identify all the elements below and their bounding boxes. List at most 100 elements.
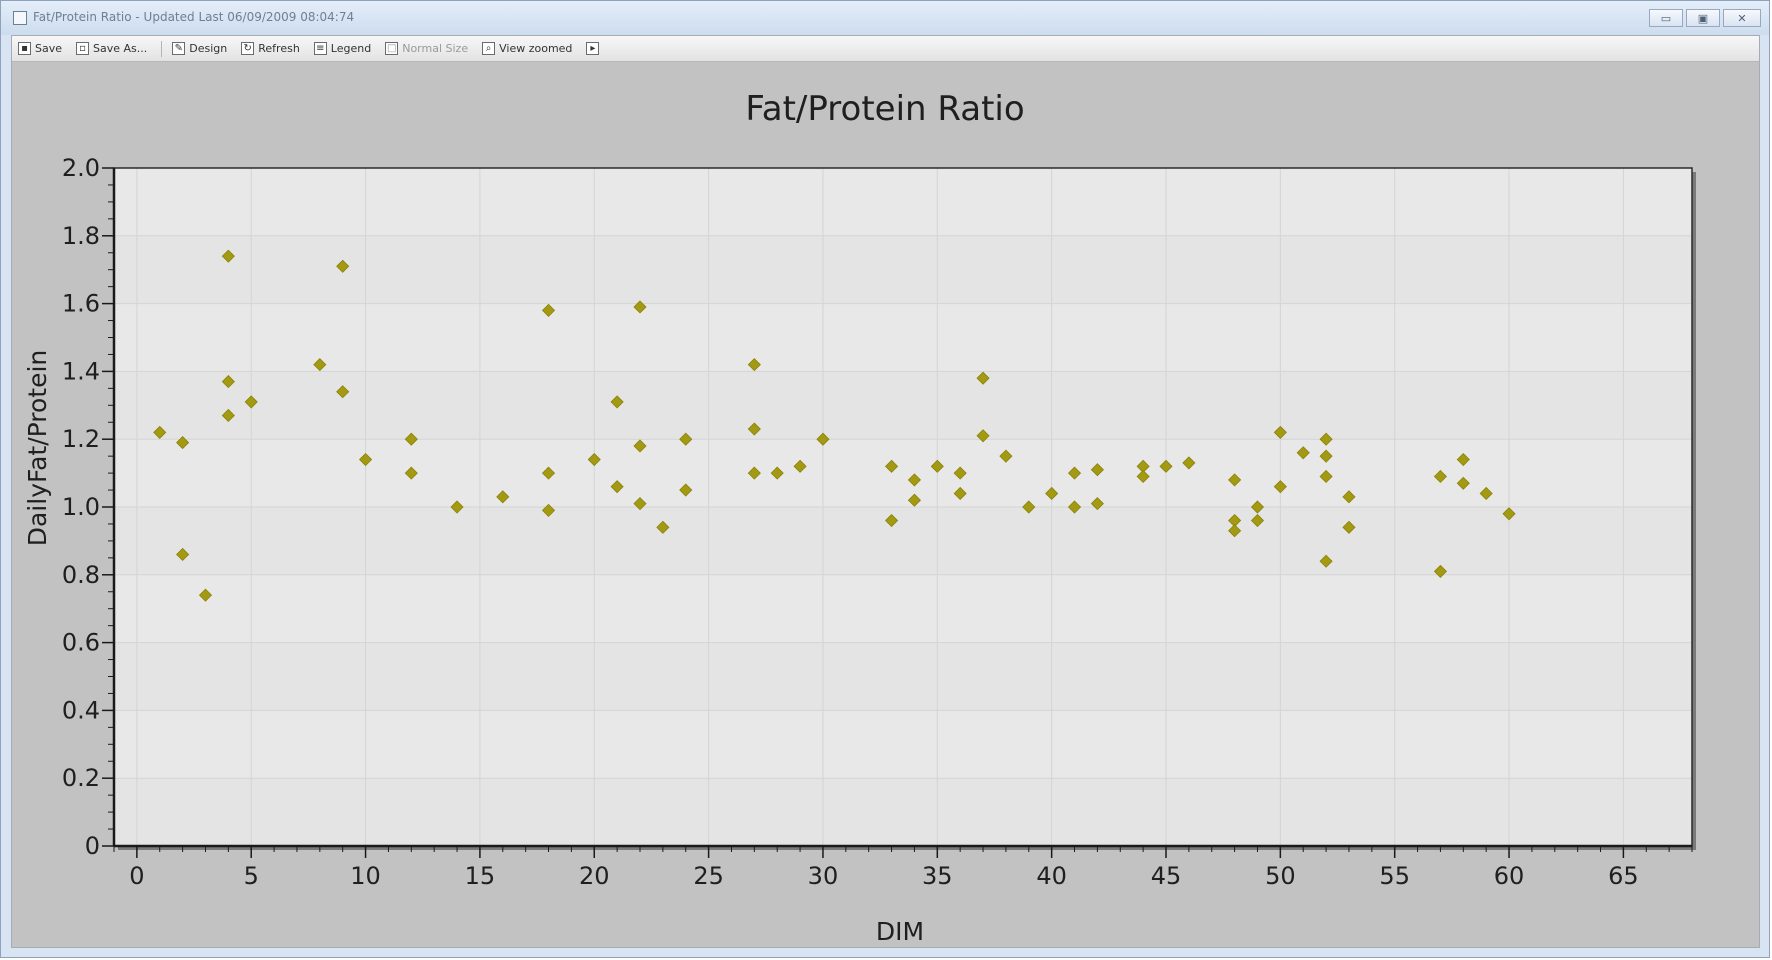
data-point	[1159, 459, 1173, 473]
data-point	[1342, 490, 1356, 504]
title-bar[interactable]: Fat/Protein Ratio - Updated Last 06/09/2…	[1, 1, 1769, 35]
data-point	[747, 358, 761, 372]
design-button[interactable]: ✎ Design	[172, 42, 227, 55]
data-point	[907, 493, 922, 507]
data-point	[1067, 466, 1082, 480]
toolbar-separator	[161, 40, 163, 57]
save-as-label: Save As...	[93, 42, 148, 55]
y-tick-label: 1.2	[62, 425, 100, 453]
normal-size-icon: □	[385, 42, 399, 55]
data-point	[1250, 513, 1265, 528]
export-button[interactable]: ▸	[586, 42, 600, 55]
save-as-button[interactable]: ▫ Save As...	[76, 42, 147, 55]
data-point	[1456, 452, 1470, 467]
data-point	[1273, 480, 1287, 494]
data-point	[930, 459, 944, 473]
chart-window-client: ▪ Save ▫ Save As... ✎ Design ↻ Refresh ≡…	[11, 35, 1760, 948]
x-tick-label: 15	[465, 862, 496, 890]
data-point	[496, 490, 510, 504]
data-point	[541, 303, 556, 317]
y-axis-label: DailyFat/Protein	[23, 350, 52, 547]
x-tick-label: 35	[922, 862, 953, 890]
data-point	[1273, 425, 1287, 439]
data-point	[1319, 554, 1333, 568]
data-point	[176, 547, 190, 562]
toolbar: ▪ Save ▫ Save As... ✎ Design ↻ Refresh ≡…	[12, 36, 1759, 62]
data-point	[1228, 524, 1242, 538]
legend-button[interactable]: ≡ Legend	[313, 42, 372, 55]
y-tick-label: 1.4	[62, 357, 100, 385]
data-point	[1090, 463, 1104, 477]
save-label: Save	[35, 42, 63, 55]
data-point	[404, 466, 418, 480]
y-axis-ticks: 0 0.2 0.4 0.6 0.8 1.0 1.2 1.4 1.6 1.8 2.0	[62, 154, 114, 860]
legend-label: Legend	[330, 42, 372, 55]
data-point	[221, 249, 235, 263]
data-point	[1456, 476, 1470, 490]
data-point	[816, 432, 830, 446]
x-tick-label: 25	[693, 862, 724, 890]
data-point	[610, 480, 624, 494]
data-point	[1319, 469, 1333, 484]
grid-lines	[114, 167, 1692, 847]
data-point	[1433, 469, 1448, 484]
maximize-button[interactable]: ▣	[1686, 9, 1720, 27]
y-tick-label: 2.0	[62, 154, 100, 182]
normal-size-button[interactable]: □ Normal Size	[385, 42, 468, 55]
data-point	[1045, 486, 1059, 501]
design-label: Design	[189, 42, 228, 55]
data-point	[633, 439, 647, 453]
data-point	[153, 425, 167, 439]
data-point	[679, 432, 693, 446]
x-tick-label: 0	[129, 862, 144, 890]
y-tick-label: 0.6	[62, 629, 100, 657]
design-icon: ✎	[172, 42, 186, 55]
data-point	[244, 395, 258, 409]
save-button[interactable]: ▪ Save	[18, 42, 62, 55]
data-point	[1250, 500, 1265, 514]
view-zoomed-button[interactable]: ⌕ View zoomed	[482, 42, 572, 55]
x-tick-label: 45	[1151, 862, 1182, 890]
y-tick-label: 1.8	[62, 222, 100, 250]
scatter-chart: Fat/Protein Ratio 0 0.2 0.4 0.6 0.8 1.0 1.2 1.4…	[23, 89, 1696, 946]
data-point	[884, 459, 899, 473]
window-title: Fat/Protein Ratio - Updated Last 06/09/2…	[33, 10, 355, 24]
refresh-label: Refresh	[258, 42, 300, 55]
plot-band	[114, 710, 1692, 779]
data-point	[610, 395, 624, 409]
save-icon: ▪	[18, 42, 31, 55]
y-tick-label: 1.0	[62, 493, 100, 521]
minimize-button[interactable]: ▭	[1649, 9, 1683, 27]
data-point	[747, 422, 761, 436]
data-points	[153, 249, 1516, 602]
x-tick-label: 60	[1494, 862, 1525, 890]
data-point	[1296, 446, 1310, 460]
window-icon	[13, 11, 27, 25]
data-point	[198, 588, 213, 602]
refresh-icon: ↻	[241, 42, 255, 55]
refresh-button[interactable]: ↻ Refresh	[241, 42, 300, 55]
x-tick-label: 50	[1265, 862, 1296, 890]
data-point	[221, 408, 235, 423]
data-point	[450, 500, 464, 514]
data-point	[1502, 507, 1516, 521]
data-point	[587, 452, 601, 467]
data-point	[1319, 432, 1333, 446]
data-point	[770, 466, 784, 480]
close-button[interactable]: ✕	[1723, 9, 1761, 27]
x-tick-label: 40	[1036, 862, 1067, 890]
data-point	[999, 449, 1013, 463]
chart-area: Fat/Protein Ratio 0 0.2 0.4 0.6 0.8 1.0 1.2 1.4…	[12, 62, 1759, 947]
data-point	[1090, 497, 1104, 511]
x-tick-label: 5	[244, 862, 259, 890]
minimize-icon: ▭	[1660, 11, 1672, 25]
data-point	[313, 358, 327, 372]
data-point	[221, 375, 235, 389]
data-point	[336, 259, 350, 273]
x-tick-label: 30	[808, 862, 839, 890]
data-point	[541, 466, 556, 480]
data-point	[1479, 486, 1493, 501]
data-point	[1182, 456, 1196, 470]
maximize-icon: ▣	[1697, 11, 1709, 25]
